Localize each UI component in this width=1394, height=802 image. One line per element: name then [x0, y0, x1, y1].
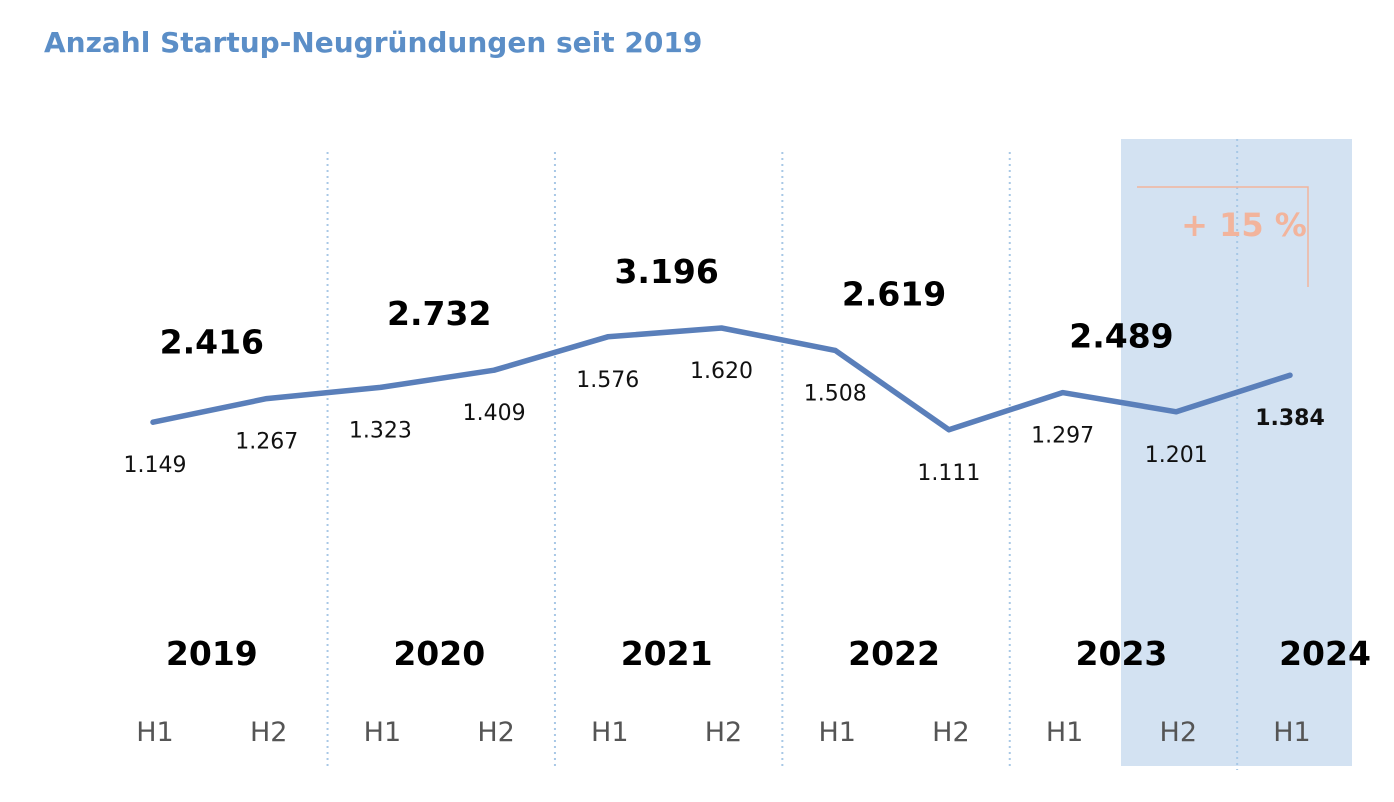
half-year-label: H2 [477, 717, 514, 748]
half-labels: H1 H2 H1 H2 H1 H2 H1 H2 H1 H2 H1 [136, 717, 1310, 748]
point-value-label: 1.149 [124, 453, 187, 478]
point-value-label: 1.576 [576, 368, 639, 393]
year-labels: 2019 2020 2021 2022 2023 2024 [166, 634, 1371, 673]
year-total-label: 2.489 [1069, 317, 1173, 356]
data-point [150, 419, 156, 425]
half-year-label: H1 [1273, 717, 1310, 748]
half-year-label: H1 [364, 717, 401, 748]
data-point [605, 334, 611, 340]
point-value-label: 1.201 [1145, 443, 1208, 468]
year-label: 2022 [848, 634, 940, 673]
growth-bracket [1137, 186, 1309, 287]
half-year-label: H2 [932, 717, 969, 748]
half-year-label: H1 [1046, 717, 1083, 748]
point-value-label: 1.297 [1031, 424, 1094, 449]
year-label: 2021 [621, 634, 713, 673]
point-value-label: 1.384 [1255, 406, 1325, 431]
data-point [946, 427, 952, 433]
year-label: 2020 [393, 634, 485, 673]
half-year-label: H1 [136, 717, 173, 748]
half-year-label: H2 [1160, 717, 1197, 748]
data-point [491, 367, 497, 373]
growth-label: + 15 % [1181, 206, 1307, 244]
point-value-label: 1.323 [349, 418, 412, 443]
half-year-label: H2 [250, 717, 287, 748]
data-point [1060, 390, 1066, 396]
growth-annotation: + 15 % [1137, 186, 1309, 287]
year-total-label: 2.416 [160, 323, 264, 362]
data-point [1287, 372, 1293, 378]
point-value-label: 1.409 [463, 401, 526, 426]
year-label: 2023 [1076, 634, 1168, 673]
point-value-label: 1.620 [690, 359, 753, 384]
half-year-label: H1 [591, 717, 628, 748]
data-point [264, 396, 270, 402]
year-total-label: 2.619 [842, 274, 946, 313]
point-value-label: 1.111 [917, 461, 980, 486]
data-point [1173, 409, 1179, 415]
point-value-label: 1.267 [235, 430, 298, 455]
data-point [832, 347, 838, 353]
year-label: 2024 [1279, 634, 1371, 673]
year-total-label: 2.732 [387, 294, 491, 333]
point-value-label: 1.508 [804, 381, 867, 406]
point-labels: 1.149 1.267 1.323 1.409 1.576 1.620 1.508 1.111… [124, 359, 1325, 486]
half-year-label: H2 [705, 717, 742, 748]
data-point [377, 384, 383, 390]
year-dividers [326, 139, 1239, 770]
year-total-label: 3.196 [614, 252, 718, 291]
chart-title: Anzahl Startup-Neugründungen seit 2019 [44, 26, 702, 59]
year-label: 2019 [166, 634, 258, 673]
data-points [150, 325, 1293, 433]
data-point [719, 325, 724, 331]
half-year-label: H1 [818, 717, 855, 748]
year-totals: 2.416 2.732 3.196 2.619 2.489 [160, 252, 1174, 362]
